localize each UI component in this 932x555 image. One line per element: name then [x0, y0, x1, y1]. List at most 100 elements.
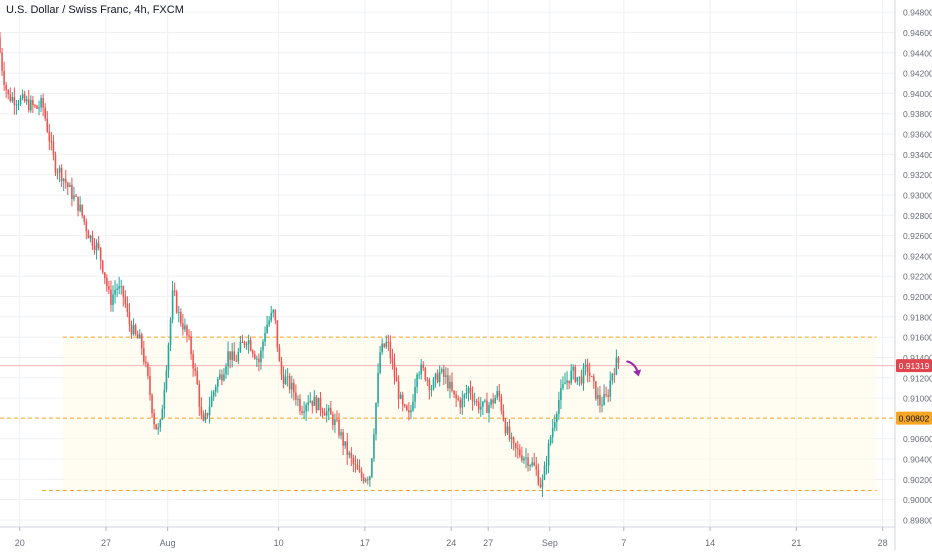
candle-up	[184, 325, 186, 330]
candle-down	[311, 400, 314, 406]
candle-up	[120, 286, 123, 288]
candle-up	[560, 387, 562, 401]
candle-up	[309, 400, 312, 403]
candle-down	[110, 289, 112, 305]
candle-down	[194, 368, 196, 371]
candle-up	[165, 370, 168, 390]
candle-down	[143, 348, 145, 362]
candle-up	[412, 401, 414, 411]
candle-down	[293, 382, 295, 393]
candle-up	[416, 374, 418, 387]
candles	[0, 31, 620, 497]
level-lines	[0, 336, 895, 491]
y-tick-label: 0.93600	[903, 130, 932, 140]
candle-up	[549, 437, 552, 444]
range-zone-fill	[62, 337, 877, 491]
candle-down	[323, 413, 326, 416]
candle-up	[284, 377, 287, 385]
level-price-tag	[896, 411, 932, 425]
candle-up	[305, 405, 307, 412]
candle-up	[615, 357, 618, 375]
candle-up	[556, 413, 558, 423]
candle-down	[280, 361, 283, 375]
candle-down	[492, 399, 494, 404]
candle-up	[381, 343, 383, 353]
candle-up	[506, 426, 509, 434]
candle-down	[136, 333, 139, 339]
candle-down	[527, 457, 529, 467]
x-tick-label: 24	[446, 538, 456, 548]
candle-up	[79, 204, 81, 211]
candle-up	[348, 452, 351, 455]
candle-down	[393, 362, 396, 378]
candle-up	[325, 411, 328, 416]
candle-down	[243, 342, 246, 345]
candle-down	[486, 400, 488, 413]
candle-down	[46, 118, 49, 132]
y-tick-label: 0.90200	[903, 475, 932, 485]
y-tick-label: 0.90400	[903, 455, 932, 465]
candle-down	[539, 484, 542, 488]
y-tick-label: 0.92400	[903, 251, 932, 261]
candle-up	[297, 398, 299, 400]
candle-down	[192, 354, 194, 369]
candle-up	[163, 389, 166, 409]
candle-up	[25, 99, 28, 102]
candle-up	[270, 312, 273, 321]
candle-down	[453, 390, 455, 395]
candle-down	[504, 420, 507, 434]
candle-up	[465, 392, 468, 395]
candle-down	[477, 401, 480, 410]
candle-up	[317, 397, 320, 411]
candle-up	[219, 374, 221, 380]
candle-up	[344, 441, 346, 446]
candle-down	[122, 286, 125, 297]
candle-down	[186, 325, 188, 336]
candle-down	[443, 369, 445, 377]
candle-down	[50, 141, 53, 143]
candle-down	[134, 325, 137, 334]
candle-down	[352, 457, 355, 464]
y-tick-label: 0.94800	[903, 8, 932, 18]
candle-up	[212, 391, 215, 397]
candle-down	[75, 195, 77, 197]
candle-up	[227, 351, 229, 367]
y-tick-label: 0.91000	[903, 394, 932, 404]
candle-down	[93, 245, 96, 251]
candle-down	[455, 394, 457, 399]
candle-down	[537, 469, 540, 485]
candle-up	[484, 400, 486, 402]
candle-down	[338, 419, 340, 436]
candle-down	[516, 448, 519, 450]
candle-up	[58, 167, 61, 173]
candle-down	[196, 370, 199, 385]
candle-down	[428, 380, 431, 390]
candle-down	[1, 52, 3, 71]
candle-down	[13, 96, 16, 105]
candle-up	[286, 376, 289, 378]
candle-down	[299, 398, 301, 411]
candle-up	[558, 400, 560, 414]
candle-down	[459, 399, 462, 408]
candle-up	[553, 422, 556, 428]
chart-title: U.S. Dollar / Swiss Franc, 4h, FXCM	[6, 4, 184, 16]
candle-up	[364, 479, 367, 482]
candle-down	[7, 89, 10, 95]
candle-down	[401, 394, 404, 405]
candle-down	[77, 196, 79, 211]
candle-down	[436, 373, 439, 383]
candle-up	[609, 380, 612, 397]
candle-down	[533, 462, 536, 466]
candle-down	[426, 379, 429, 381]
candle-up	[463, 394, 466, 399]
candle-up	[371, 458, 373, 477]
candle-up	[89, 235, 92, 239]
candle-down	[235, 360, 238, 362]
candle-up	[375, 403, 377, 435]
candle-down	[258, 358, 260, 363]
candle-down	[251, 350, 254, 355]
candle-up	[167, 344, 170, 371]
candle-down	[319, 397, 322, 411]
